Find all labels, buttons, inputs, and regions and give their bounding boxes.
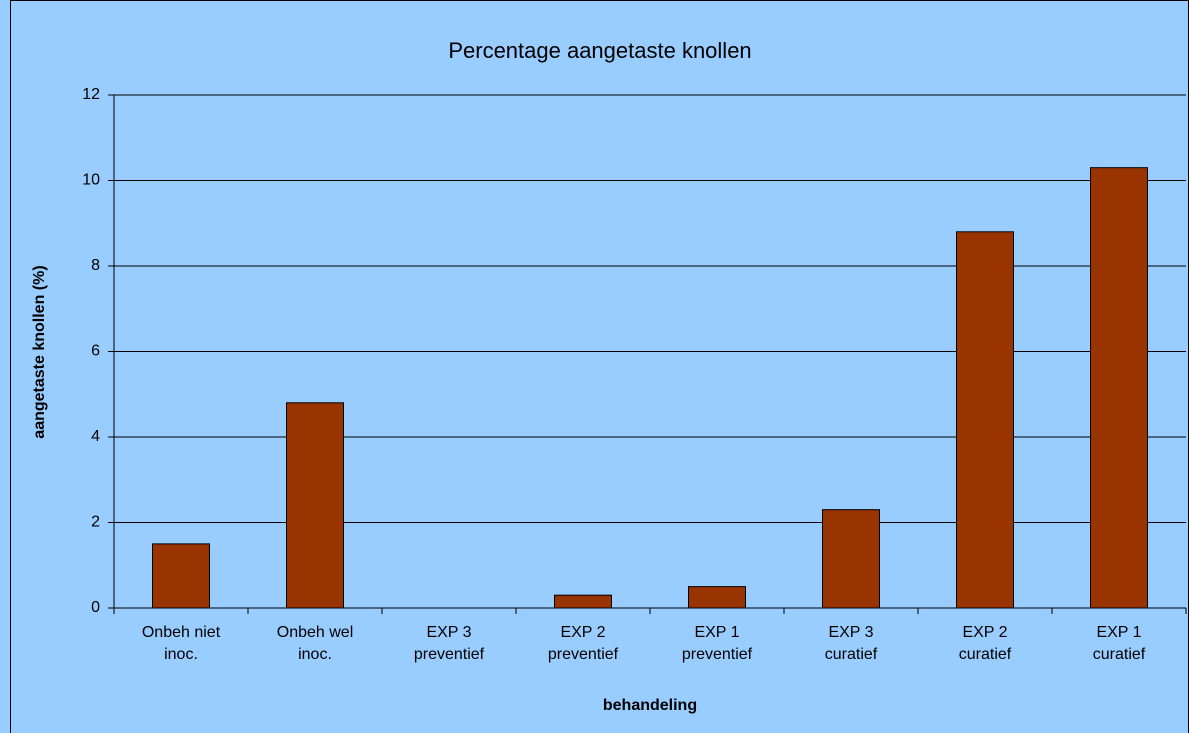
y-tick-label: 6 [91, 343, 100, 360]
y-tick-label: 10 [82, 172, 100, 189]
x-tick-label: EXP 2 preventief [547, 624, 619, 663]
x-tick-label: EXP 1 preventief [681, 624, 753, 663]
bar [286, 402, 344, 609]
y-tick-label: 8 [91, 257, 100, 274]
x-tick-label: EXP 3 preventief [413, 624, 485, 663]
y-tick-label: 4 [91, 428, 100, 445]
x-tick-label: Onbeh wel inoc. [276, 624, 354, 663]
x-tick-label: EXP 3 curatief [824, 624, 878, 663]
bar [688, 586, 746, 609]
y-tick-label: 12 [82, 86, 100, 103]
x-axis-label: behandeling [603, 697, 697, 714]
bar [554, 594, 612, 609]
chart-title: Percentage aangetaste knollen [448, 38, 751, 63]
bar [1090, 167, 1148, 609]
bar [956, 231, 1014, 609]
x-tick-label: EXP 2 curatief [958, 624, 1012, 663]
y-axis-label: aangetaste knollen (%) [31, 265, 48, 438]
bar [822, 509, 880, 609]
x-tick-label: Onbeh niet inoc. [141, 624, 221, 663]
x-tick-label: EXP 1 curatief [1092, 624, 1146, 663]
y-tick-label: 0 [91, 599, 100, 616]
bar [152, 543, 210, 609]
y-tick-label: 2 [91, 514, 100, 531]
